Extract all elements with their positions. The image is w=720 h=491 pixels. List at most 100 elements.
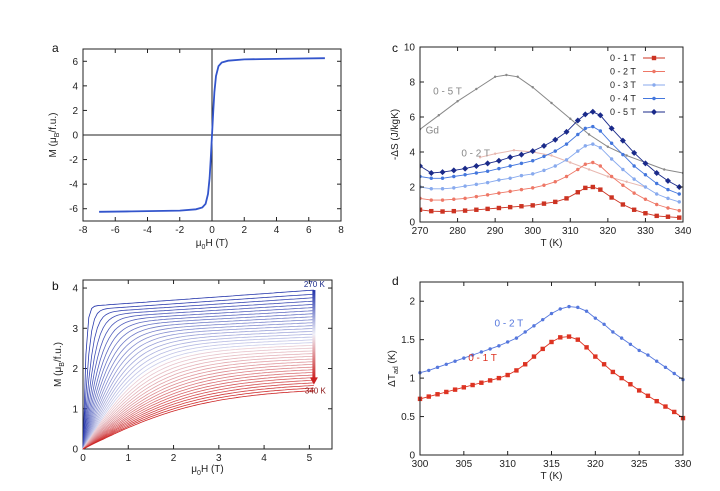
x-tick-label: 270 (412, 226, 429, 237)
data-point (512, 149, 516, 152)
data-point (553, 164, 557, 168)
annotation-gd-2t: 0 - 2 T (461, 148, 490, 159)
data-point (642, 160, 649, 167)
isotherm-curve (82, 316, 314, 450)
data-point (462, 356, 466, 360)
isotherm-curve (82, 330, 314, 450)
isotherm-curve (82, 325, 314, 450)
y-axis-label: -ΔS (J/kgK) (390, 109, 401, 160)
data-point (582, 111, 589, 118)
data-point (474, 194, 479, 199)
x-tick-label: 300 (412, 459, 429, 470)
data-point (531, 172, 535, 176)
data-point (470, 353, 475, 357)
isotherm-curve (82, 369, 314, 450)
data-point (619, 137, 626, 144)
y-tick-label: 1.5 (401, 335, 415, 346)
data-point (643, 197, 648, 201)
data-point (540, 346, 545, 352)
data-point (620, 202, 626, 207)
data-point (473, 163, 480, 169)
data-point (619, 336, 624, 340)
data-point (497, 191, 501, 195)
data-point (655, 192, 659, 196)
x-tick-label: 280 (449, 226, 466, 237)
data-point (583, 185, 588, 191)
annotation-gd-5t: 0 - 5 T (433, 86, 462, 97)
data-point (606, 175, 610, 178)
data-point (488, 347, 492, 351)
data-point (652, 83, 656, 87)
data-point (550, 101, 553, 105)
data-point (440, 176, 445, 180)
y-tick-label: 0 (72, 131, 78, 142)
isotherm-curve (82, 328, 314, 450)
y-tick-label: 6 (409, 113, 415, 124)
data-point (566, 334, 572, 339)
data-point (677, 215, 682, 220)
data-point (553, 180, 557, 184)
legend-label: 0 - 5 T (610, 107, 636, 117)
legend-label: 0 - 2 T (610, 67, 636, 77)
x-tick-label: 320 (587, 459, 604, 470)
data-point (646, 353, 650, 357)
x-tick-label: 340 (675, 226, 692, 237)
x-tick-label: 300 (524, 226, 541, 237)
data-point (655, 202, 659, 207)
x-tick-label: 290 (487, 226, 504, 237)
data-point (584, 309, 589, 313)
legend-label: 0 - 1 T (610, 53, 636, 63)
data-point (508, 164, 512, 168)
x-tick-label: 310 (499, 459, 516, 470)
data-point (576, 167, 580, 172)
y-tick-label: 2 (72, 106, 78, 117)
data-point (611, 330, 615, 334)
data-point (541, 201, 547, 206)
data-point (621, 183, 625, 187)
data-point (485, 206, 490, 212)
data-point (507, 154, 514, 161)
data-point (575, 190, 580, 195)
data-point (474, 171, 479, 175)
data-point (583, 144, 588, 148)
isotherm-curve (82, 303, 314, 450)
y-tick-label: -6 (69, 204, 78, 215)
data-point (608, 125, 615, 132)
y-tick-label: 2 (72, 364, 78, 375)
data-point (435, 365, 440, 370)
data-point (666, 187, 670, 192)
data-point (440, 198, 445, 202)
data-point (532, 324, 536, 328)
data-point (451, 208, 457, 214)
y-axis-label: M (μB/f.u.) (48, 113, 61, 158)
y-tick-label: 4 (72, 284, 78, 295)
plot-frame (82, 279, 333, 450)
data-point (643, 185, 648, 189)
data-point (576, 149, 580, 153)
isotherm-curve (82, 310, 314, 450)
data-point (495, 157, 502, 164)
y-tick-label: 4 (72, 81, 78, 92)
data-point (429, 187, 433, 191)
plot-frame (419, 281, 684, 456)
data-point (427, 368, 431, 373)
data-point (664, 177, 671, 184)
data-point (672, 409, 677, 415)
annotation-2t: 0 - 2 T (495, 319, 524, 330)
data-point (567, 304, 571, 309)
isotherm-curve (82, 289, 314, 450)
data-point (652, 96, 656, 101)
data-point (529, 148, 536, 155)
data-point (456, 100, 459, 103)
data-point (583, 162, 588, 166)
isotherm-curve (82, 333, 314, 450)
data-point (474, 207, 479, 212)
annotation-340k: 340 K (305, 386, 327, 395)
data-point (564, 158, 569, 162)
legend-label: 0 - 3 T (610, 80, 636, 90)
data-point (440, 187, 445, 191)
data-point (426, 394, 431, 399)
isotherm-curve (82, 353, 314, 450)
isotherm-curve (82, 374, 314, 450)
